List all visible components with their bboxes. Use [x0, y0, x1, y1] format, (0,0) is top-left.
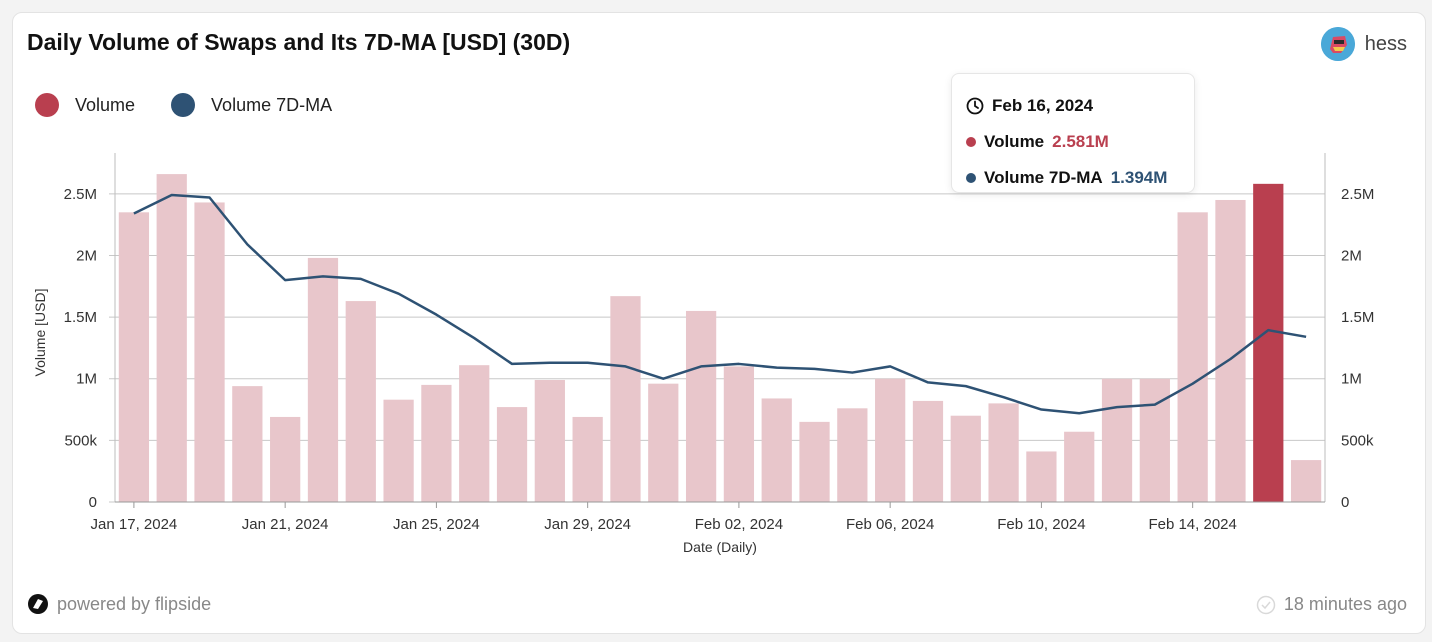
bar-volume	[383, 399, 414, 502]
user-badge[interactable]: hess	[1320, 27, 1407, 61]
y2-tick-label: 0	[1341, 494, 1349, 511]
bar-volume	[1026, 451, 1057, 502]
x-tick-label: Feb 10, 2024	[997, 516, 1085, 533]
x-tick-label: Feb 06, 2024	[846, 516, 934, 533]
bar-volume	[496, 407, 528, 502]
bar-volume	[912, 400, 944, 502]
x-tick-label: Feb 14, 2024	[1148, 516, 1236, 533]
x-tick-label: Jan 25, 2024	[393, 516, 480, 533]
powered-by-link[interactable]: powered by flipside	[27, 593, 211, 615]
bar-volume	[610, 296, 641, 502]
last-updated: 18 minutes ago	[1256, 594, 1407, 615]
bar-volume	[1177, 212, 1208, 503]
bar-volume	[194, 202, 225, 502]
y-tick-label: 1M	[76, 371, 97, 388]
bar-volume	[534, 379, 565, 502]
line-ma-7d	[133, 193, 1307, 415]
y2-tick-label: 1M	[1341, 371, 1362, 388]
y-axis-label: Volume [USD]	[32, 289, 48, 377]
chart-tooltip: Feb 16, 2024 Volume 2.581M Volume 7D-MA …	[951, 73, 1195, 193]
tooltip-volume-dot	[966, 137, 976, 147]
bar-volume	[988, 403, 1019, 502]
y2-tick-label: 2M	[1341, 247, 1362, 264]
bar-volume	[723, 366, 755, 502]
avatar-icon	[1320, 27, 1355, 61]
tooltip-ma-value: 1.394M	[1110, 168, 1168, 187]
avatar	[1320, 27, 1355, 61]
y2-tick-label: 1.5M	[1341, 309, 1374, 326]
bar-volume	[1064, 431, 1095, 502]
chart-card: Daily Volume of Swaps and Its 7D-MA [USD…	[12, 12, 1426, 634]
chart-title: Daily Volume of Swaps and Its 7D-MA [USD…	[27, 29, 571, 55]
bar-volume	[1101, 378, 1133, 502]
legend-item-ma[interactable]: Volume 7D-MA	[171, 93, 332, 117]
legend-swatch-volume	[35, 93, 59, 117]
legend-item-volume[interactable]: Volume	[35, 93, 135, 117]
bar-volume	[648, 383, 679, 502]
bar-volume	[421, 384, 452, 502]
tooltip-date-row: Feb 16, 2024	[966, 88, 1180, 124]
bar-volume	[1290, 460, 1322, 502]
bar-volume	[270, 416, 301, 502]
bar-volume	[1253, 183, 1284, 503]
y-tick-label: 1.5M	[64, 309, 97, 326]
y2-tick-label: 500k	[1341, 432, 1374, 449]
y-tick-label: 500k	[64, 432, 97, 449]
bar-volume	[307, 257, 339, 502]
powered-by-text: powered by flipside	[57, 593, 212, 614]
tooltip-volume-row: Volume 2.581M	[966, 124, 1180, 160]
y-tick-label: 2.5M	[64, 186, 97, 203]
y2-tick-label: 2.5M	[1341, 186, 1374, 203]
x-axis-label: Date (Daily)	[683, 539, 757, 555]
x-tick-label: Jan 21, 2024	[242, 516, 329, 533]
legend-label-ma: Volume 7D-MA	[211, 94, 333, 115]
username: hess	[1364, 32, 1407, 55]
chart-plot: 0 500k 1M 1.5M 2M 2.5M 0 500k 1M 1.5M 2M 2.5M Jan 17…	[32, 153, 1374, 555]
tooltip-ma-label: Volume 7D-MA	[984, 168, 1103, 187]
bar-volume	[875, 378, 906, 502]
bar-volume	[572, 416, 603, 502]
bar-volume	[156, 174, 187, 502]
bar-volume	[761, 398, 792, 502]
y-tick-label: 2M	[76, 247, 97, 264]
bar-volume	[799, 421, 830, 502]
bar-volume	[685, 310, 717, 502]
x-tick-label: Jan 17, 2024	[91, 516, 178, 533]
tooltip-volume-value: 2.581M	[1052, 132, 1109, 151]
last-updated-text: 18 minutes ago	[1283, 594, 1407, 614]
tooltip-volume-label: Volume	[984, 132, 1045, 151]
bar-volume	[345, 301, 376, 502]
check-circle-icon	[1256, 595, 1276, 614]
bar-volume	[1139, 378, 1170, 502]
tooltip-ma-dot	[966, 173, 976, 183]
clock-icon	[966, 97, 984, 115]
bar-volume	[950, 415, 981, 502]
tooltip-ma-row: Volume 7D-MA 1.394M	[966, 160, 1180, 196]
bar-volume	[118, 212, 150, 503]
legend-swatch-ma	[171, 93, 196, 117]
tooltip-date: Feb 16, 2024	[992, 96, 1094, 115]
legend-label-volume: Volume	[75, 94, 136, 115]
x-tick-label: Feb 02, 2024	[695, 516, 783, 533]
bar-volume	[837, 408, 868, 502]
y-tick-label: 0	[89, 494, 97, 511]
flipside-logo-icon	[28, 594, 48, 614]
chart-legend: Volume Volume 7D-MA	[35, 93, 332, 117]
bar-volume	[459, 365, 490, 502]
x-tick-label: Jan 29, 2024	[544, 516, 631, 533]
bar-volume	[232, 386, 263, 502]
